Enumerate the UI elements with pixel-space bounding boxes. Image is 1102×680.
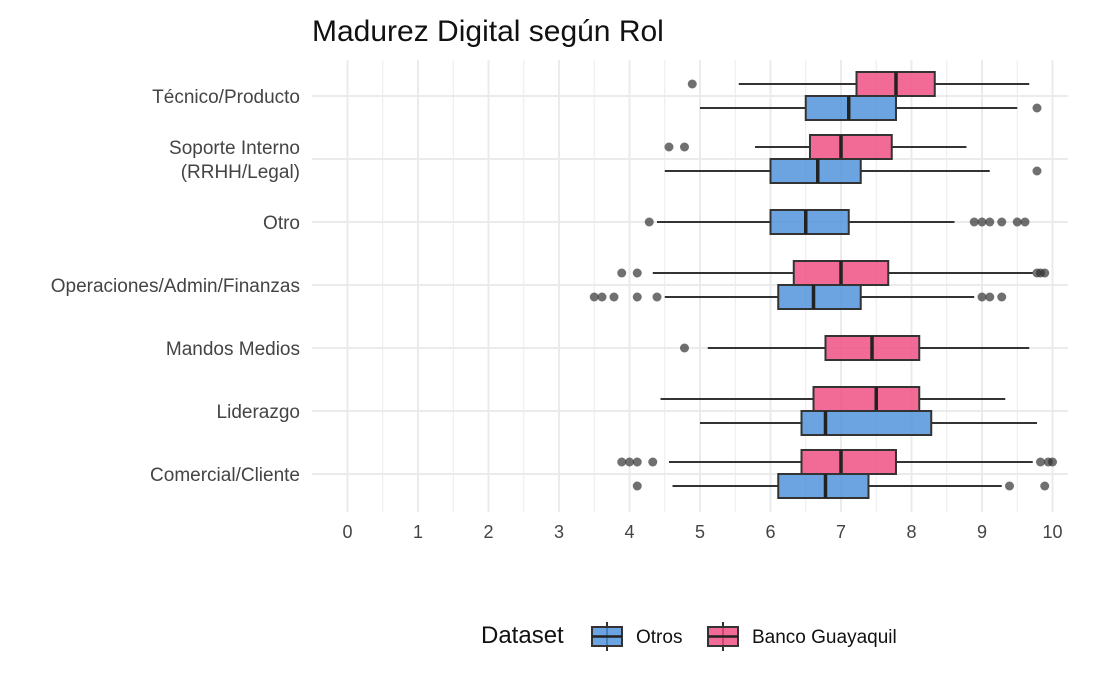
box-otros <box>700 95 1042 121</box>
x-tick-label: 10 <box>1042 522 1062 542</box>
box-otros <box>664 158 1042 184</box>
plot-boxes <box>589 71 1057 499</box>
outlier-point <box>617 457 627 467</box>
box-iqr <box>769 158 862 184</box>
outlier-point <box>1004 481 1014 491</box>
legend-label: Otros <box>636 627 682 648</box>
x-tick-label: 9 <box>977 522 987 542</box>
x-tick-label: 1 <box>413 522 423 542</box>
outlier-point <box>1040 268 1050 278</box>
outlier-point <box>644 217 654 227</box>
x-tick-label: 2 <box>483 522 493 542</box>
box-banco-guayaquil <box>664 134 967 160</box>
plot-grid <box>312 60 1068 512</box>
outlier-point <box>997 217 1007 227</box>
outlier-point <box>652 292 662 302</box>
axis-labels: 0 1 2 3 4 5 6 7 8 9 10 Técnico/Producto Soporte Inte… <box>51 87 1063 542</box>
category-label: Otro <box>263 213 300 234</box>
category-label: Comercial/Cliente <box>150 465 300 486</box>
x-tick-label: 0 <box>342 522 352 542</box>
legend-item-banco-guayaquil: Banco Guayaquil <box>707 622 897 651</box>
box-iqr <box>769 209 850 235</box>
outlier-point <box>632 268 642 278</box>
outlier-point <box>589 292 599 302</box>
outlier-point <box>617 268 627 278</box>
box-banco-guayaquil <box>679 335 1030 361</box>
outlier-point <box>985 217 995 227</box>
box-banco-guayaquil <box>660 386 1006 412</box>
box-iqr <box>800 410 933 436</box>
outlier-point <box>977 292 987 302</box>
outlier-point <box>632 292 642 302</box>
category-label: (RRHH/Legal) <box>181 162 300 183</box>
box-banco-guayaquil <box>617 260 1050 286</box>
category-label: Mandos Medios <box>166 339 300 360</box>
box-iqr <box>812 386 921 412</box>
box-otros <box>644 209 1030 235</box>
outlier-point <box>997 292 1007 302</box>
outlier-point <box>969 217 979 227</box>
outlier-point <box>664 142 674 152</box>
outlier-point <box>1012 217 1022 227</box>
outlier-point <box>1032 103 1042 113</box>
outlier-point <box>985 292 995 302</box>
outlier-point <box>679 343 689 353</box>
box-otros <box>589 284 1007 310</box>
x-tick-label: 6 <box>765 522 775 542</box>
legend-title: Dataset <box>481 622 564 649</box>
category-label: Técnico/Producto <box>152 87 300 108</box>
category-label: Liderazgo <box>217 402 300 423</box>
outlier-point <box>625 457 634 467</box>
chart-title: Madurez Digital según Rol <box>312 15 664 48</box>
outlier-point <box>977 217 987 227</box>
x-tick-label: 3 <box>554 522 564 542</box>
legend-label: Banco Guayaquil <box>752 627 897 648</box>
x-tick-label: 7 <box>836 522 846 542</box>
outlier-point <box>609 292 619 302</box>
outlier-point <box>1032 166 1042 176</box>
box-iqr <box>804 95 897 121</box>
box-iqr <box>808 134 893 160</box>
box-iqr <box>777 473 870 499</box>
outlier-point <box>597 292 607 302</box>
category-label: Soporte Interno <box>169 138 300 159</box>
box-iqr <box>800 449 897 475</box>
box-banco-guayaquil <box>617 449 1057 475</box>
legend: Dataset Otros Banco Guayaquil <box>481 622 897 651</box>
outlier-point <box>1040 481 1050 491</box>
box-banco-guayaquil <box>687 71 1030 97</box>
outlier-point <box>632 481 642 491</box>
outlier-point <box>1048 457 1057 467</box>
outlier-point <box>687 79 697 89</box>
outlier-point <box>632 457 642 467</box>
box-otros <box>632 473 1050 499</box>
x-tick-label: 8 <box>906 522 916 542</box>
outlier-point <box>1020 217 1030 227</box>
x-tick-label: 5 <box>695 522 705 542</box>
outlier-point <box>1036 457 1046 467</box>
outlier-point <box>648 457 658 467</box>
outlier-point <box>679 142 689 152</box>
x-tick-label: 4 <box>624 522 634 542</box>
legend-item-otros: Otros <box>591 622 682 651</box>
box-otros <box>700 410 1037 436</box>
category-label: Operaciones/Admin/Finanzas <box>51 276 300 297</box>
box-iqr <box>777 284 862 310</box>
